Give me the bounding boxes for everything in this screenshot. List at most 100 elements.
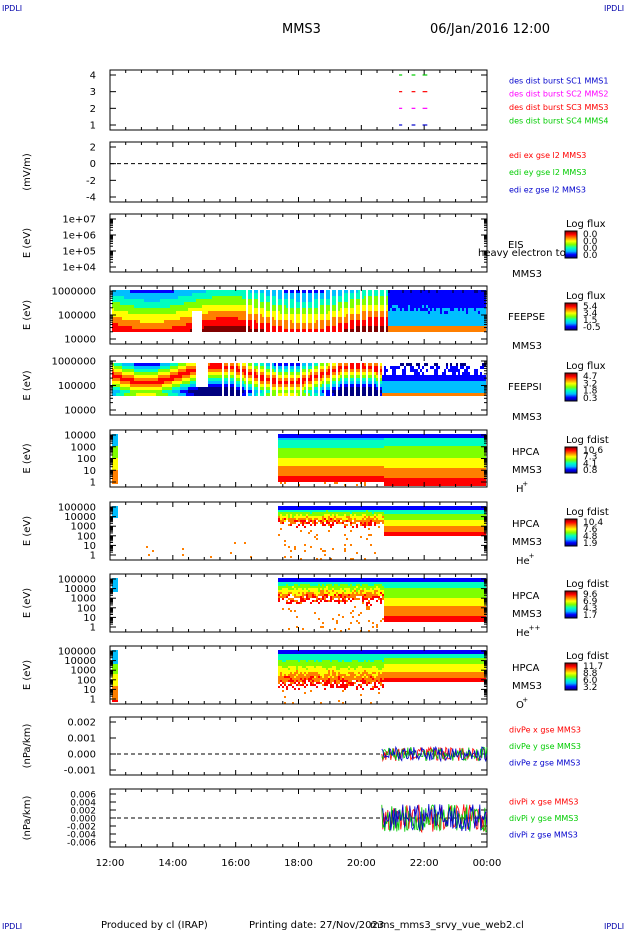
- spectrogram-cell-feeps_e: [426, 302, 428, 305]
- spectrogram-cell-feeps_e: [436, 296, 438, 299]
- spectrogram-cell-feeps_e: [256, 305, 258, 308]
- spectrogram-cell-feeps_e: [166, 323, 168, 326]
- spectrogram-cell-feeps_e: [352, 326, 354, 329]
- spectrogram-cell-feeps_e: [240, 320, 242, 323]
- spectrogram-cell-feeps_i: [188, 378, 190, 381]
- spectrogram-cell-feeps_i: [374, 369, 376, 372]
- spectrogram-cell-feeps_i: [144, 387, 146, 390]
- spectrogram-cell-feeps_e: [340, 290, 342, 293]
- spectrogram-cell-feeps_i: [262, 363, 264, 366]
- spectrogram-cell-feeps_i: [302, 369, 304, 372]
- spectrogram-cell-hpca_h: [314, 442, 316, 444]
- spectrogram-cell-feeps_e: [458, 290, 460, 293]
- spectrogram-cell-feeps_e: [472, 326, 474, 329]
- spectrogram-cell-feeps_i: [168, 390, 170, 393]
- spectrogram-cell-feeps_i: [160, 375, 162, 378]
- spectrogram-cell-feeps_e: [154, 296, 156, 299]
- spectrogram-cell-feeps_e: [382, 311, 384, 314]
- spectrogram-cell-hpca_h: [300, 476, 302, 478]
- spectrogram-cell-feeps_e: [302, 320, 304, 323]
- spectrogram-cell-feeps_e: [112, 308, 114, 311]
- spectrogram-cell-feeps_i: [140, 393, 142, 396]
- spectrogram-cell-feeps_i: [256, 381, 258, 384]
- spectrogram-cell-feeps_e: [144, 290, 146, 293]
- spectrogram-cell-feeps_e: [440, 326, 442, 329]
- spectrogram-cell-feeps_e: [448, 299, 450, 302]
- spectrogram-cell-feeps_e: [184, 320, 186, 323]
- spectrogram-cell-feeps_e: [470, 326, 472, 329]
- spectrogram-cell-feeps_e: [190, 329, 192, 332]
- spectrogram-cell-feeps_e: [374, 302, 376, 305]
- spectrogram-cell-feeps_e: [272, 296, 274, 299]
- spectrogram-cell-feeps_e: [460, 308, 462, 311]
- spectrogram-cell-feeps_e: [168, 317, 170, 320]
- spectrogram-cell-feeps_e: [406, 329, 408, 332]
- spectrogram-cell-feeps_e: [326, 320, 328, 323]
- spectrogram-cell-feeps_i: [350, 381, 352, 384]
- spectrogram-cell-feeps_i: [166, 381, 168, 384]
- spectrogram-cell-feeps_i: [416, 378, 418, 381]
- spectrogram-cell-feeps_i: [444, 378, 446, 381]
- spectrogram-cell-feeps_i: [428, 378, 430, 381]
- spectrogram-cell-feeps_e: [356, 323, 358, 326]
- spectrogram-cell-feeps_e: [404, 323, 406, 326]
- spectrogram-cell-feeps_e: [278, 296, 280, 299]
- spectrogram-cell-feeps_e: [458, 323, 460, 326]
- spectrogram-cell-feeps_i: [152, 366, 154, 369]
- spectrogram-cell-feeps_i: [384, 366, 386, 369]
- spectrogram-cell-feeps_e: [316, 305, 318, 308]
- spectrogram-cell-feeps_e: [266, 302, 268, 305]
- spectrogram-cell-feeps_e: [316, 299, 318, 302]
- spectrogram-cell-hpca_h: [294, 470, 296, 472]
- spectrogram-cell-feeps_e: [172, 302, 174, 305]
- spectrogram-cell-hpca_h: [310, 470, 312, 472]
- spectrogram-cell-feeps_i: [356, 366, 358, 369]
- spectrogram-cell-feeps_i: [404, 381, 406, 384]
- spectrogram-cell-feeps_e: [362, 317, 364, 320]
- spectrogram-cell-feeps_e: [320, 314, 322, 317]
- spectrogram-cell-feeps_i: [310, 387, 312, 390]
- spectrogram-cell-hpca_h: [324, 460, 326, 462]
- spectrogram-cell-feeps_i: [474, 378, 476, 381]
- spectrogram-cell-feeps_e: [148, 317, 150, 320]
- spectrogram-cell-feeps_e: [408, 293, 410, 296]
- spectrogram-cell-feeps_e: [416, 296, 418, 299]
- spectrogram-cell-feeps_i: [298, 372, 300, 375]
- spectrogram-cell-feeps_e: [420, 293, 422, 296]
- spectrogram-cell-feeps_i: [176, 393, 178, 396]
- spectrogram-cell-feeps_e: [240, 314, 242, 317]
- spectrogram-cell-feeps_i: [316, 363, 318, 366]
- spectrogram-cell-feeps_e: [272, 326, 274, 329]
- spectrogram-cell-feeps_i: [474, 381, 476, 384]
- spectrogram-cell-feeps_i: [454, 378, 456, 381]
- spectrogram-cell-feeps_e: [334, 302, 336, 305]
- spectrogram-cell-feeps_e: [352, 311, 354, 314]
- spectrogram-cell-feeps_e: [112, 311, 114, 314]
- spectrogram-cell-feeps_e: [432, 290, 434, 293]
- spectrogram-cell-feeps_e: [244, 320, 246, 323]
- spectrogram-cell-feeps_e: [320, 299, 322, 302]
- spectrogram-cell-feeps_e: [236, 299, 238, 302]
- spectrogram-cell-feeps_i: [168, 375, 170, 378]
- spectrogram-cell-feeps_e: [412, 308, 414, 311]
- spectrogram-cell-hpca_h: [284, 440, 286, 442]
- spectrogram-cell-feeps_e: [418, 302, 420, 305]
- spectrogram-cell-hpca_h: [282, 466, 284, 468]
- spectrogram-cell-hpca_h: [288, 438, 290, 440]
- spectrogram-cell-feeps_e: [174, 299, 176, 302]
- spectrogram-cell-feeps_i: [404, 387, 406, 390]
- spectrogram-cell-hpca_h: [310, 460, 312, 462]
- spectrogram-cell-feeps_i: [238, 366, 240, 369]
- spectrogram-cell-hpca_h: [308, 440, 310, 442]
- spectrogram-cell-feeps_e: [134, 329, 136, 332]
- spectrogram-cell-feeps_e: [472, 314, 474, 317]
- spectrogram-cell-feeps_e: [242, 290, 244, 293]
- spectrogram-cell-feeps_e: [172, 317, 174, 320]
- spectrogram-cell-feeps_i: [414, 381, 416, 384]
- spectrogram-cell-feeps_i: [462, 393, 464, 396]
- spectrogram-cell-hpca_h: [314, 478, 316, 480]
- spectrogram-cell-feeps_e: [376, 290, 378, 293]
- spectrogram-cell-feeps_i: [156, 381, 158, 384]
- spectrogram-cell-feeps_e: [222, 290, 224, 293]
- spectrogram-cell-hpca_h: [324, 480, 326, 482]
